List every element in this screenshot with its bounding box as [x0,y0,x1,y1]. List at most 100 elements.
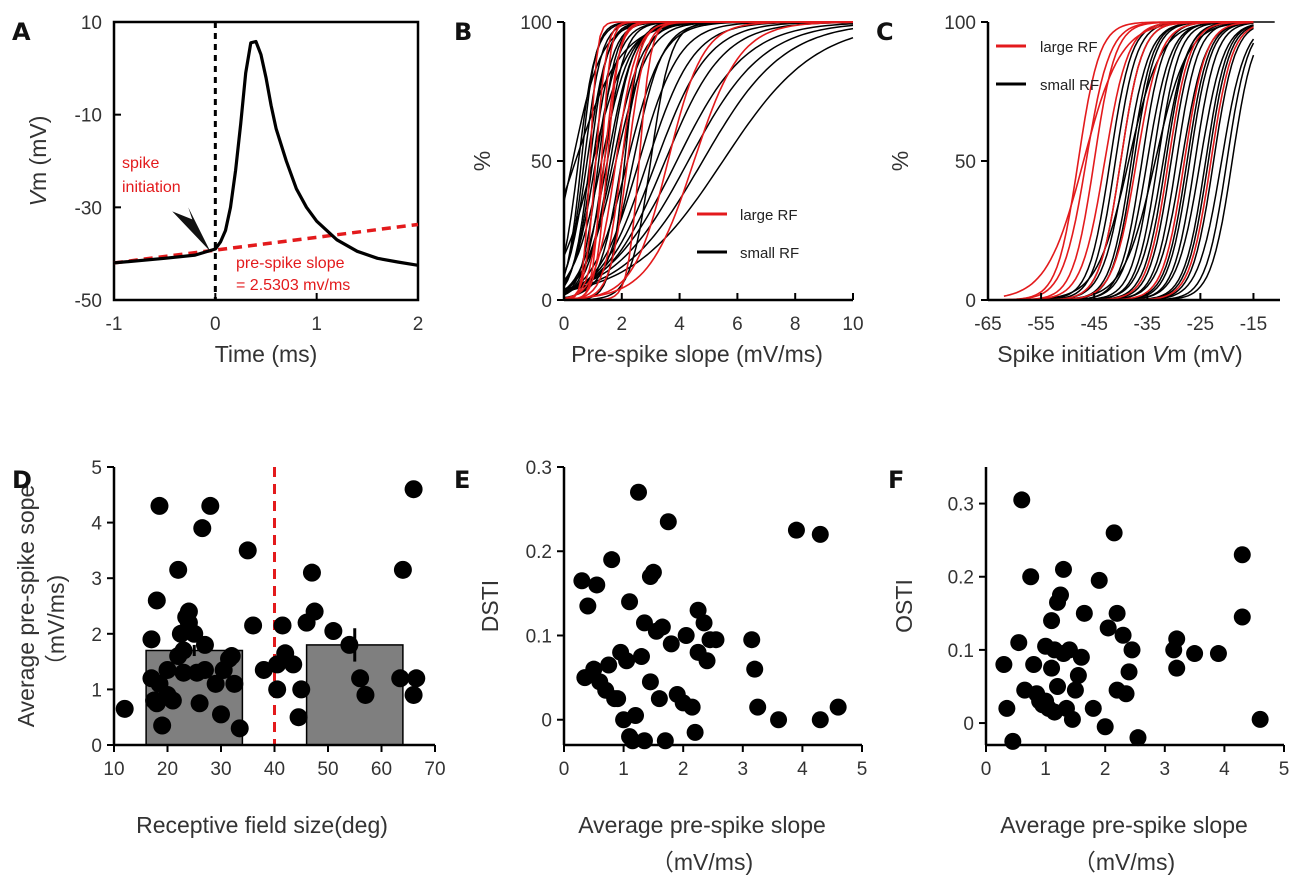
legend-large-rf: large RF [740,207,798,224]
panel-c-y-tick-label: 0 [965,291,976,312]
panel-e-y-tick-label: 0.3 [526,458,552,479]
panel-c-x-tick-label: -45 [1080,314,1107,335]
data-point [686,723,704,741]
panel-d-y-tick-label: 1 [91,680,102,701]
panel-a-frame [112,20,420,302]
data-point [1233,546,1251,564]
panel-c-x-tick-label: -25 [1187,314,1214,335]
data-point [238,541,257,560]
data-point [653,618,671,636]
data-point [641,673,659,691]
data-point [707,631,725,649]
data-point [324,622,343,641]
panel-a-x-tick-label: 2 [413,314,424,335]
data-point [588,576,606,594]
panel-e-x-tick-label: 1 [618,759,629,780]
panel-e-x-label-line1: Average pre-spike slope [578,812,826,838]
data-point [662,635,680,653]
annotation-slope-label: pre-spike slope [236,255,345,272]
panel-d-y-label-line1: Average pre-spike sope [13,485,39,728]
data-point [743,631,761,649]
panel-d-y-tick-label: 5 [91,458,102,479]
data-point [1099,619,1117,637]
panel-e: 0 1 2 3 4 5 0 0.1 0.2 0.3 Average pre-spike slope （… [477,458,867,875]
data-point [351,669,370,688]
panel-a-x-label: Time (ms) [215,341,318,367]
data-point [677,626,695,644]
panel-a-y-tick-label: -10 [75,106,102,127]
panel-letter-a: A [12,18,31,46]
data-point [158,660,177,679]
data-point [273,616,292,635]
panel-d: 10 20 30 40 50 60 70 0 1 2 3 4 5 Receptive field size… [13,458,446,838]
data-point [585,660,603,678]
panel-e-y-tick-label: 0.1 [526,626,552,647]
data-point [1054,560,1072,578]
data-point [1096,718,1114,736]
cdf-small-rf [563,24,854,291]
legend-large-rf: large RF [1040,39,1098,56]
data-point [212,705,230,724]
panel-f-y-tick-label: 0.1 [948,641,974,662]
data-point [340,635,359,654]
panel-e-x-tick-label: 2 [678,759,689,780]
data-point [206,674,225,693]
data-point [230,719,249,738]
panel-d-y-label-line2: （mV/ms) [43,575,69,677]
data-point [770,711,788,729]
data-point [142,630,161,649]
data-point [644,563,662,581]
data-point [749,698,767,716]
data-point [190,694,209,713]
data-point [627,707,645,725]
panel-d-x-tick-label: 50 [317,759,338,780]
data-point [609,690,627,708]
panel-a-y-tick-label: -30 [75,198,102,219]
panel-b-x-tick-label: 8 [790,314,801,335]
data-point [1123,641,1141,659]
panel-b-x-tick-label: 2 [617,314,628,335]
data-point [695,614,713,632]
panel-f-y-tick-label: 0 [963,714,974,735]
panel-f-x-tick-label: 5 [1279,759,1290,780]
panel-c: -65 -55 -45 -35 -25 -15 0 50 100 large RF small RF… [887,13,1280,367]
data-point [811,525,829,543]
data-point [1084,699,1102,717]
panel-e-x-tick-label: 3 [738,759,749,780]
panel-f-x-tick-label: 1 [1040,759,1051,780]
data-point [1072,648,1090,666]
data-point [222,647,241,666]
data-point [1022,568,1040,586]
data-point [1043,612,1061,630]
panel-a-x-tick-label: -1 [106,314,123,335]
cdf-large-rf [1003,21,1254,297]
data-point [1075,604,1093,622]
panel-c-y-tick-label: 100 [944,13,976,34]
panel-c-x-label-italic: V [1152,341,1170,367]
panel-a-y-tick-label: -50 [75,291,102,312]
panel-letter-d: D [12,466,32,494]
data-point [174,663,193,682]
panel-c-y-tick-label: 50 [955,152,976,173]
data-point [689,601,707,619]
panel-f-x-tick-label: 3 [1160,759,1171,780]
panel-a-y-label: Vm (mV) [25,116,51,207]
panel-f: 0 1 2 3 4 5 0 0.1 0.2 0.3 Average pre-spike slope （… [891,467,1289,875]
panel-f-y-tick-label: 0.3 [948,495,974,516]
legend-small-rf: small RF [1040,77,1099,94]
panel-a: -1 0 1 2-50-30-1010spikeinitiationpre-spike… [25,13,423,367]
panel-c-x-tick-label: -35 [1134,314,1161,335]
panel-f-x-label-line1: Average pre-spike slope [1000,812,1248,838]
legend-small-rf: small RF [740,245,799,262]
panel-e-y-label: DSTI [477,580,503,632]
data-point [600,656,618,674]
data-point [193,519,212,538]
panel-e-x-label-line2: （mV/ms) [651,849,753,875]
data-point [115,699,134,718]
panel-letter-b: B [454,18,472,46]
annotation-slope-value: = 2.5303 mv/ms [236,277,350,294]
data-point [356,685,375,704]
data-point [659,513,677,531]
data-point [1049,677,1067,695]
data-point [305,602,324,621]
